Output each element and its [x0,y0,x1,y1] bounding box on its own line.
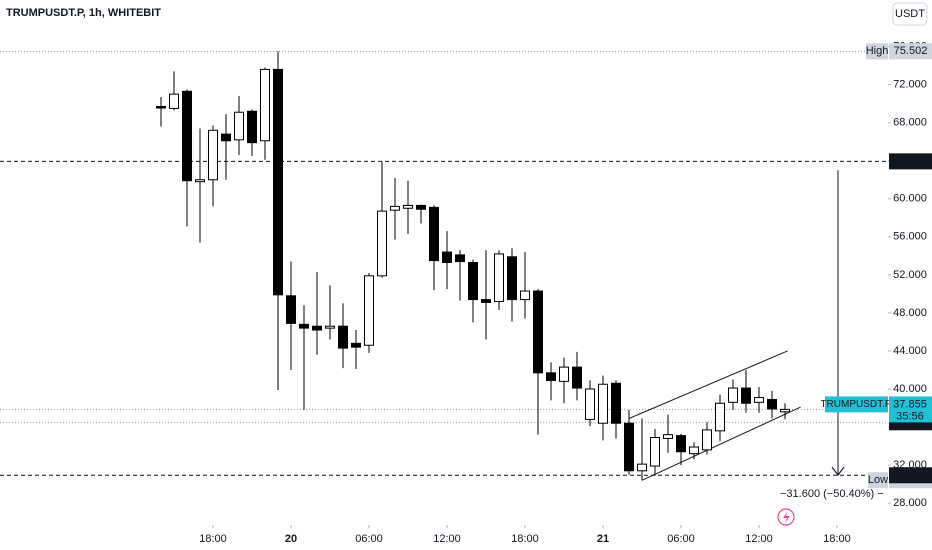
candle-body [169,93,179,109]
measure-label-bg [772,486,884,501]
y-tick-label: 48.000 [893,307,927,319]
candle-body [637,463,647,472]
candle-body [741,387,751,404]
candle-body [728,387,738,403]
candle-body [377,210,387,277]
y-tick-label: 28.000 [893,497,927,509]
x-tick-label: 18:00 [199,533,227,545]
candle-body [273,68,283,296]
candle-body [234,111,244,141]
candle-body [182,90,192,182]
last-name: TRUMPUSDT.P [820,399,891,410]
candle-body [559,366,569,382]
level-value-bg [889,467,932,484]
candle-body [702,429,712,451]
candle-body [780,408,790,413]
candle-body [689,446,699,455]
candle-body [221,133,231,142]
x-tick-label: 06:00 [355,533,383,545]
candle-body [338,325,348,349]
candle-body [208,129,218,181]
candle-body [442,251,452,263]
y-tick-label: 52.000 [893,269,927,281]
level-value-bg [889,153,932,170]
y-tick-label: 60.000 [893,193,927,205]
x-tick-label: 12:00 [433,533,461,545]
high-value: 75.502 [894,45,928,57]
last-value-bg [889,396,932,423]
y-tick-label: 72.000 [893,79,927,91]
y-tick-label: 56.000 [893,231,927,243]
chart-title: TRUMPUSDT.P, 1h, WHITEBIT [6,7,161,19]
level-value: 63.936 [894,155,928,167]
x-tick-label: 21 [597,533,609,545]
currency[interactable]: USDT [895,8,925,20]
trend-line [641,406,801,481]
candle-body [767,398,777,410]
candle-body [611,382,621,424]
y-tick-label: 44.000 [893,345,927,357]
candle-body [650,437,660,467]
candle-body [455,254,465,263]
candle-body [403,204,413,209]
candle-body [312,325,322,331]
high-tag: High [866,45,889,57]
candle-body [663,434,673,439]
low-tag-bg [868,472,888,489]
candle-body [494,253,504,302]
candle-body [598,383,608,424]
candle-body [286,295,296,324]
candle-body [325,325,335,329]
candle-body [351,342,361,348]
x-tick-label: 06:00 [667,533,695,545]
candle-body [754,397,764,403]
x-tick-label: 12:00 [745,533,773,545]
candle-body [676,435,686,453]
candle-body [260,68,270,142]
last-name-bg [825,396,888,413]
countdown: 35:56 [896,410,924,422]
candle-body [156,106,166,109]
candle-body [507,256,517,301]
x-tick-label: 18:00 [511,533,539,545]
candle-body [585,388,595,420]
measure-label: −31.600 (−50.40%) − [780,488,884,500]
high-tag-bg [866,43,888,60]
high-value-bg [889,43,932,60]
candle-body [468,262,478,301]
measure-arrowhead [831,466,845,477]
candle-body [247,110,257,144]
y-tick-label: 68.000 [893,117,927,129]
candle-body [624,422,634,472]
candle-body [546,372,556,381]
candle-body [195,179,205,183]
candle-body [416,204,426,210]
alert-bolt [783,511,790,523]
candle-body [533,290,543,374]
candle-body [390,205,400,211]
candle-body [572,366,582,389]
trend-line [628,350,788,419]
x-tick-label: 20 [285,533,297,545]
candle-body [715,402,725,432]
candle-body [299,323,309,329]
x-tick-label: 18:00 [823,533,851,545]
low-tag: Low [868,474,888,486]
last-value: 37.855 [893,398,927,410]
currency-button[interactable] [892,2,928,26]
candle-body [520,290,530,301]
candle-body [429,206,439,262]
candle-body [481,299,491,303]
candle-body [364,275,374,346]
y-tick-label: 40.000 [893,383,927,395]
level-value: 30.928 [894,469,928,481]
